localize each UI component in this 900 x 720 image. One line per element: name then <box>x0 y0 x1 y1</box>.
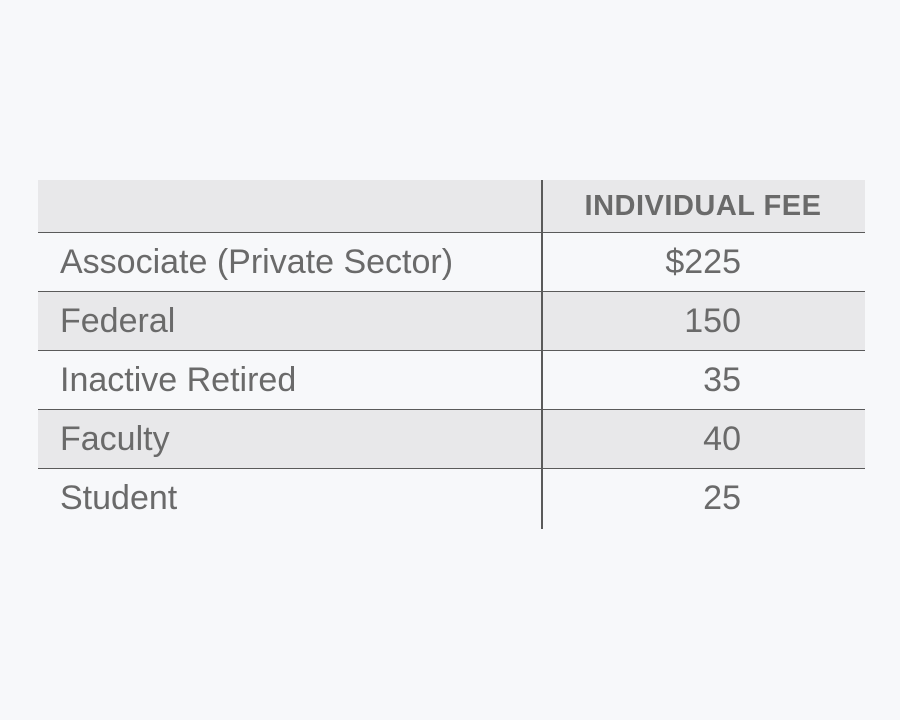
table-row: Associate (Private Sector) $225 <box>38 233 865 292</box>
fee-value: $225 <box>665 243 741 281</box>
member-type: Associate (Private Sector) <box>60 243 454 281</box>
header-cell: INDIVIDUAL FEE <box>584 190 822 222</box>
header-row: INDIVIDUAL FEE <box>38 180 865 233</box>
fee-value: 40 <box>703 420 741 458</box>
column-divider <box>541 180 543 529</box>
member-type: Student <box>60 479 178 517</box>
member-type: Inactive Retired <box>60 361 297 399</box>
table-row: Inactive Retired 35 <box>38 351 865 410</box>
table-row: Faculty 40 <box>38 410 865 469</box>
fee-table: INDIVIDUAL FEE Associate (Private Sector… <box>38 180 865 529</box>
table-row: Student 25 <box>38 469 865 528</box>
member-type: Federal <box>60 302 176 340</box>
fee-value: 25 <box>703 479 741 517</box>
member-type: Faculty <box>60 420 170 458</box>
table-body: Associate (Private Sector) $225 Federal 150… <box>38 233 865 528</box>
fee-value: 150 <box>684 302 741 340</box>
fee-value: 35 <box>703 361 741 399</box>
table-row: Federal 150 <box>38 292 865 351</box>
